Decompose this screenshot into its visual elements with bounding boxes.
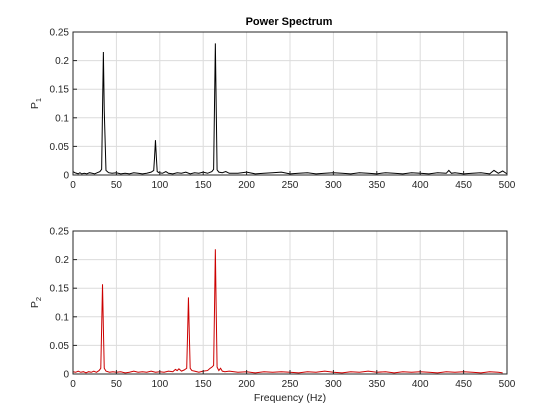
y-tick-label: 0.25 (50, 227, 70, 238)
y-tick-label: 0.2 (55, 255, 69, 266)
y-tick-label: 0 (63, 370, 69, 381)
series-line-p2 (72, 249, 503, 374)
y-tick-label: 0.15 (50, 85, 70, 96)
x-tick-label: 300 (325, 180, 342, 191)
x-tick-label: 250 (282, 180, 299, 191)
x-tick-label: 400 (412, 180, 429, 191)
y-tick-label: 0.15 (50, 284, 70, 295)
x-tick-label: 100 (151, 180, 168, 191)
x-tick-label: 250 (282, 379, 299, 390)
x-tick-label: 500 (499, 180, 516, 191)
y-tick-label: 0.05 (50, 341, 70, 352)
y-tick-label: 0.1 (55, 312, 69, 323)
y-tick-label: 0.1 (55, 113, 69, 124)
x-tick-label: 450 (455, 180, 472, 191)
x-tick-label: 150 (195, 379, 212, 390)
y-tick-label: 0.25 (50, 28, 70, 39)
x-tick-label: 300 (325, 379, 342, 390)
y-tick-label: 0.2 (55, 56, 69, 67)
y-axis-label: P1 (29, 98, 43, 109)
x-axis-label: Frequency (Hz) (254, 392, 326, 404)
x-tick-label: 400 (412, 379, 429, 390)
subplot-bottom: 0 50 100 150 200 250 300 350 400 450 500 0 0.05 0.1 0.… (29, 227, 516, 405)
x-tick-label: 200 (238, 379, 255, 390)
x-tick-label: 50 (111, 180, 123, 191)
x-tick-label: 0 (70, 180, 76, 191)
x-tick-label: 500 (499, 379, 516, 390)
chart-title: Power Spectrum (246, 16, 333, 28)
x-tick-label: 150 (195, 180, 212, 191)
subplot-top: Power Spectrum 0 50 100 150 200 250 300 350 400 4… (29, 16, 516, 191)
y-tick-label: 0.05 (50, 142, 70, 153)
x-tick-label: 0 (70, 379, 76, 390)
x-tick-label: 350 (368, 379, 385, 390)
x-tick-label: 200 (238, 180, 255, 191)
series-line-p1 (72, 43, 508, 175)
y-tick-label: 0 (63, 171, 69, 182)
y-axis-label: P2 (29, 297, 43, 308)
x-tick-label: 350 (368, 180, 385, 191)
x-tick-label: 100 (151, 379, 168, 390)
x-tick-label: 50 (111, 379, 123, 390)
x-tick-label: 450 (455, 379, 472, 390)
